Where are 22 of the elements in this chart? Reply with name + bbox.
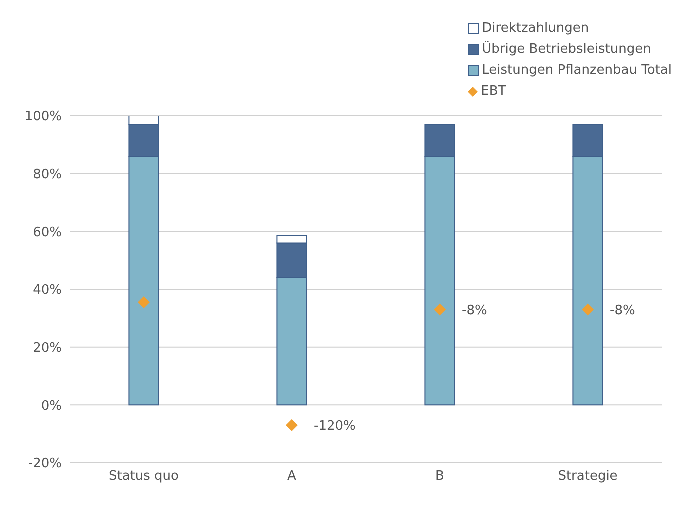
point <box>286 419 298 432</box>
point <box>582 304 594 316</box>
legend-label: Leistungen Pflanzenbau Total <box>482 62 672 80</box>
legend-label: EBT <box>481 83 506 101</box>
y-tick-label: 80% <box>33 167 62 182</box>
x-tick-label: Strategie <box>558 469 618 484</box>
legend-label: Direktzahlungen <box>482 20 590 38</box>
annotation: -120% <box>314 419 356 434</box>
point <box>138 296 150 309</box>
annotation: -8% <box>462 303 488 318</box>
y-tick-label: -20% <box>28 456 62 472</box>
x-tick-label: Status quo <box>108 469 180 484</box>
y-tick-label: 0% <box>41 398 62 414</box>
y-tick-label: 40% <box>33 283 62 298</box>
point <box>434 304 446 316</box>
y-tick-label: 60% <box>33 225 62 240</box>
annotation: -8% <box>610 303 636 318</box>
y-tick-label: 20% <box>33 340 62 356</box>
x-tick-label: B <box>436 469 444 484</box>
legend-label: Übrige Betriebsleistungen <box>482 40 652 59</box>
x-tick-label: A <box>288 469 297 484</box>
y-tick-label: 100% <box>24 110 62 125</box>
